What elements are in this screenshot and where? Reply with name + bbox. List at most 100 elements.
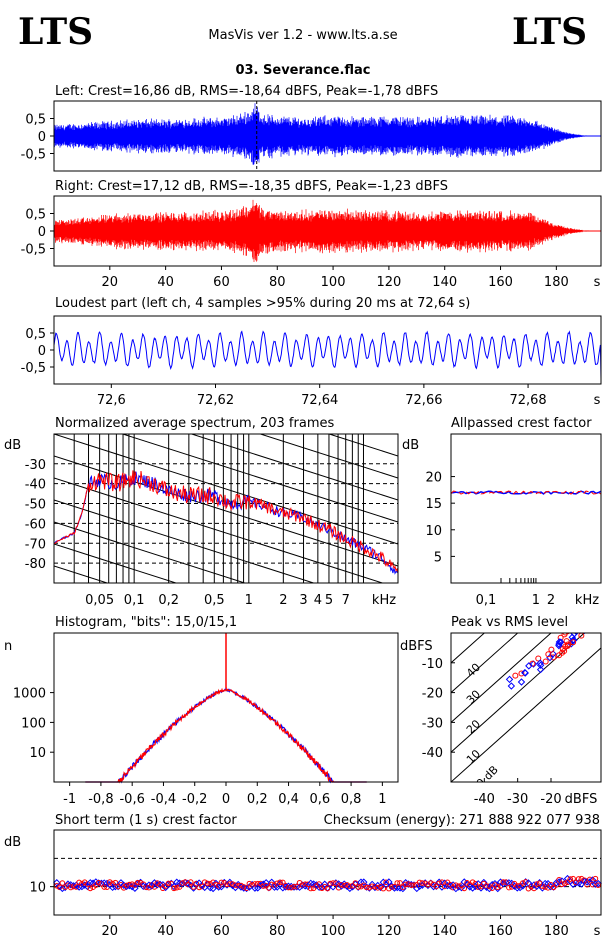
short-point-left bbox=[443, 882, 452, 890]
short-point-right bbox=[330, 880, 336, 886]
short-point-right bbox=[235, 882, 241, 889]
y-tick-label: 0 bbox=[38, 344, 46, 359]
pvr-point-right bbox=[592, 610, 597, 615]
pvr-point-left bbox=[549, 650, 557, 658]
left-waveform-group: 0,5 0 -0,5 bbox=[21, 100, 602, 172]
spectrum-slope-line bbox=[258, 434, 398, 479]
pvr-point-left bbox=[525, 662, 533, 670]
short-point-right bbox=[522, 879, 529, 885]
spectrum-left-trace bbox=[54, 471, 398, 575]
short-point-right bbox=[333, 880, 339, 887]
pvr-point-right bbox=[548, 646, 555, 653]
short-point-right bbox=[494, 884, 501, 890]
short-point-right bbox=[246, 880, 253, 887]
allpass-frame bbox=[450, 433, 602, 584]
short-point-right bbox=[559, 881, 565, 888]
short-frame bbox=[53, 829, 602, 916]
short-ylabel: dB bbox=[4, 835, 21, 850]
short-point-left bbox=[217, 882, 226, 891]
short-point-right bbox=[556, 876, 562, 883]
x-tick-label: 120 bbox=[376, 924, 401, 939]
x-tick-label: 0,6 bbox=[309, 792, 330, 807]
short-point-right bbox=[355, 884, 361, 890]
short-point-right bbox=[232, 882, 239, 888]
spectrum-slope-line bbox=[54, 434, 398, 545]
y-tick-label: 0,5 bbox=[25, 208, 46, 223]
y-tick-label: -60 bbox=[25, 517, 46, 532]
pvr-point-left bbox=[569, 636, 577, 645]
allpass-ylabel: dB bbox=[402, 438, 419, 453]
short-point-left bbox=[491, 879, 499, 888]
short-point-right bbox=[411, 882, 417, 889]
x-unit-label: kHz bbox=[372, 593, 396, 608]
pvr-point-left bbox=[555, 638, 564, 646]
short-point-right bbox=[567, 876, 574, 882]
pvr-point-left bbox=[590, 618, 596, 624]
pvr-point-left bbox=[517, 678, 526, 686]
short-point-right bbox=[70, 883, 77, 890]
short-point-right bbox=[123, 882, 130, 889]
x-tick-label: 80 bbox=[269, 275, 286, 290]
allpass-right-trace bbox=[450, 490, 602, 495]
short-point-right bbox=[285, 884, 292, 891]
short-point-right bbox=[575, 876, 582, 882]
pvr-point-left bbox=[529, 660, 538, 668]
spectrum-title: Normalized average spectrum, 203 frames bbox=[55, 416, 334, 431]
short-point-right bbox=[427, 880, 434, 886]
x-tick-label: 0,4 bbox=[278, 792, 299, 807]
short-point-right bbox=[458, 882, 465, 889]
short-point-right bbox=[129, 881, 135, 887]
short-point-right bbox=[76, 879, 82, 886]
x-tick-label: 180 bbox=[544, 924, 569, 939]
short-point-right bbox=[358, 883, 364, 890]
spectrum-slope-line bbox=[121, 434, 398, 523]
short-point-right bbox=[419, 880, 426, 886]
short-point-right bbox=[347, 883, 353, 890]
hist-ylabel: n bbox=[4, 639, 12, 654]
x-tick-label: 0,2 bbox=[158, 593, 179, 608]
short-group: dB 10 20 40 60 80 100 120 140 160 180 s bbox=[4, 829, 602, 939]
short-point-right bbox=[154, 880, 161, 886]
short-point-right bbox=[277, 879, 283, 886]
short-point-right bbox=[536, 880, 543, 887]
x-tick-label: 0 bbox=[222, 792, 230, 807]
x-tick-label: 0,05 bbox=[85, 593, 114, 608]
x-tick-label: -40 bbox=[474, 792, 495, 807]
x-tick-label: 1 bbox=[532, 593, 540, 608]
short-point-right bbox=[98, 881, 105, 887]
short-point-left bbox=[131, 884, 139, 892]
x-tick-label: -30 bbox=[507, 792, 528, 807]
short-point-right bbox=[561, 880, 568, 887]
y-tick-label: 1000 bbox=[13, 687, 46, 702]
x-tick-label: 0,1 bbox=[124, 593, 145, 608]
x-tick-label: 20 bbox=[102, 275, 119, 290]
pvr-point-right bbox=[570, 639, 577, 646]
short-point-right bbox=[508, 884, 515, 890]
pvr-diagonal bbox=[451, 633, 486, 664]
spectrum-ylabel: dB bbox=[4, 438, 21, 453]
short-point-right bbox=[503, 879, 509, 885]
x-tick-label: 0,2 bbox=[247, 792, 268, 807]
y-tick-label: -0,5 bbox=[21, 243, 46, 258]
short-point-right bbox=[307, 885, 314, 892]
pvr-point-right bbox=[518, 670, 525, 677]
short-point-right bbox=[592, 875, 599, 882]
short-point-right bbox=[59, 880, 66, 886]
short-point-right bbox=[165, 880, 172, 887]
pvr-point-right bbox=[535, 655, 542, 662]
pvr-diag-label: 10 bbox=[464, 747, 483, 766]
short-point-left bbox=[594, 879, 602, 888]
x-tick-label: 20 bbox=[102, 924, 119, 939]
short-point-right bbox=[469, 879, 476, 885]
pvr-point-left bbox=[572, 621, 578, 627]
short-point-left bbox=[413, 884, 421, 893]
app-title: MasVis ver 1.2 - www.lts.a.se bbox=[208, 28, 397, 43]
pvr-point-right bbox=[594, 616, 599, 621]
short-point-right bbox=[252, 881, 258, 887]
spectrum-slope-line bbox=[327, 434, 398, 457]
pvr-diagonal bbox=[451, 633, 552, 724]
y-tick-label: -40 bbox=[25, 478, 46, 493]
short-point-right bbox=[506, 884, 512, 891]
y-tick-label: -0,5 bbox=[21, 148, 46, 163]
